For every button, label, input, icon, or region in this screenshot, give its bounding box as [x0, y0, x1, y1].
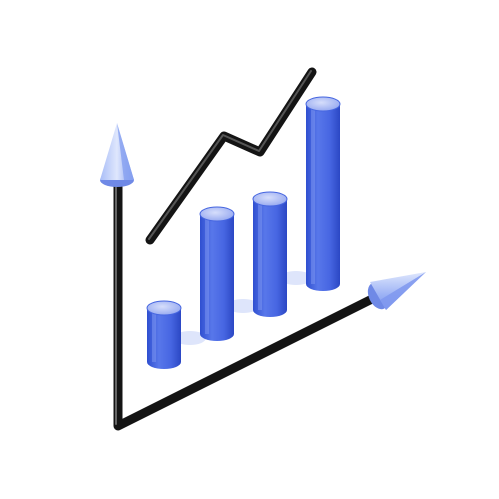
bar-top: [146, 300, 182, 316]
bar-shine: [152, 312, 156, 362]
bar-shine: [311, 108, 315, 284]
bar-top: [252, 191, 288, 207]
bar-2: [199, 206, 235, 341]
bar-1: [146, 300, 182, 369]
bar-shadow: [174, 331, 206, 345]
trend-line-highlight: [148, 70, 312, 240]
bar-4: [305, 96, 341, 291]
bar-top: [199, 206, 235, 222]
bar-3: [252, 191, 288, 317]
bar-top: [305, 96, 341, 112]
bar-shadow: [280, 271, 312, 285]
bar-shine: [205, 218, 209, 334]
right-arrow-icon: [367, 272, 426, 310]
chart-axes: [113, 177, 387, 431]
up-arrow-icon: [100, 123, 134, 187]
bar-shadow: [227, 299, 259, 313]
bar-shadows: [174, 271, 312, 345]
bar-group: [146, 96, 341, 369]
bar-shine: [258, 203, 262, 310]
